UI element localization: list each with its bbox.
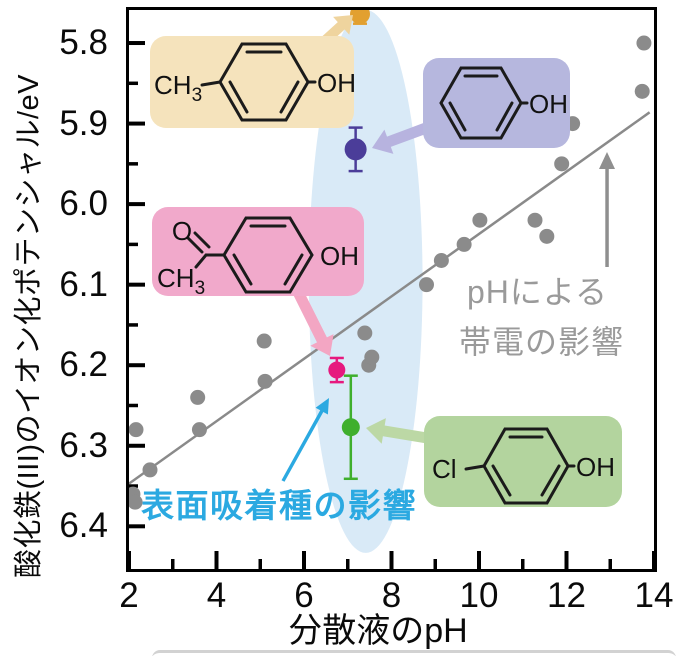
data-point-gray xyxy=(364,349,380,365)
ph-effect-label-line1: pHによる xyxy=(467,274,608,310)
acetophenone-structure: O CH3 OH xyxy=(157,216,359,296)
p-cresol-data-point xyxy=(350,10,370,25)
data-point-gray xyxy=(456,236,472,252)
adsorption-effect-label: 表面吸着種の影響 xyxy=(141,487,417,524)
data-point-gray xyxy=(190,389,206,405)
chlorophenol-structure: Cl OH xyxy=(432,427,615,505)
y-tick-label: 6.4 xyxy=(59,506,108,546)
chlorophenol-structure-box: Cl OH xyxy=(424,416,622,507)
p-cresol-oh-label: OH xyxy=(317,68,354,98)
y-tick-label: 6.3 xyxy=(59,425,108,465)
chlorophenol-oh-label: OH xyxy=(576,452,615,482)
chlorophenol-cl-label: Cl xyxy=(432,454,457,484)
x-axis-title: 分散液のpH xyxy=(288,612,468,650)
data-point-gray xyxy=(129,494,143,510)
phenol-structure-box: OH xyxy=(423,58,570,148)
data-point-gray xyxy=(539,228,555,244)
cropped-element-edge xyxy=(152,650,676,656)
data-point-gray xyxy=(527,212,543,228)
data-point-gray xyxy=(634,83,650,99)
data-point-gray xyxy=(257,373,273,389)
4-chlorophenol-data-point xyxy=(341,418,360,437)
trend-line xyxy=(129,111,651,485)
x-tick-label: 2 xyxy=(119,576,139,615)
data-point-gray xyxy=(433,253,449,269)
data-point-gray xyxy=(472,212,488,228)
y-tick-label: 6.0 xyxy=(59,184,108,224)
phenol-structure: OH xyxy=(439,66,568,140)
y-tick-label: 6.2 xyxy=(59,345,108,385)
acetophenone-oh-label: OH xyxy=(320,241,359,271)
phenol-data-point xyxy=(344,138,367,161)
x-tick-label: 10 xyxy=(459,576,499,615)
x-tick-label: 14 xyxy=(634,576,674,615)
acetophenone-o-label: O xyxy=(172,216,192,246)
x-tick-label: 12 xyxy=(547,576,586,615)
y-axis-title: 酸化鉄(III)のイオン化ポテンシャル/eV xyxy=(13,73,45,579)
x-tick-label: 4 xyxy=(206,576,227,615)
data-point-gray xyxy=(191,422,207,438)
data-point-gray xyxy=(636,35,652,51)
phenol-oh-label: OH xyxy=(529,89,568,119)
data-point-gray xyxy=(256,333,272,349)
ph-effect-label-line2: 帯電の影響 xyxy=(459,324,625,360)
p-cresol-structure: CH3 OH xyxy=(154,42,354,122)
p-cresol-ch3-label: CH3 xyxy=(154,70,202,106)
data-point-gray xyxy=(129,422,144,438)
x-tick-label: 8 xyxy=(381,576,402,615)
y-tick-label: 5.9 xyxy=(59,103,108,143)
acetophenone-ch3-label: CH3 xyxy=(157,263,205,296)
p-cresol-structure-box: CH3 OH xyxy=(150,36,354,128)
4-hydroxyacetophenone-data-point xyxy=(328,361,346,379)
acetophenone-structure-box: O CH3 OH xyxy=(152,207,364,296)
y-tick-label: 6.1 xyxy=(59,264,108,304)
y-tick-label: 5.8 xyxy=(59,23,108,63)
data-point-gray xyxy=(142,462,158,478)
data-point-gray xyxy=(554,156,570,172)
data-point-gray xyxy=(357,325,373,341)
data-point-gray xyxy=(419,277,434,293)
x-tick-label: 6 xyxy=(294,576,314,615)
